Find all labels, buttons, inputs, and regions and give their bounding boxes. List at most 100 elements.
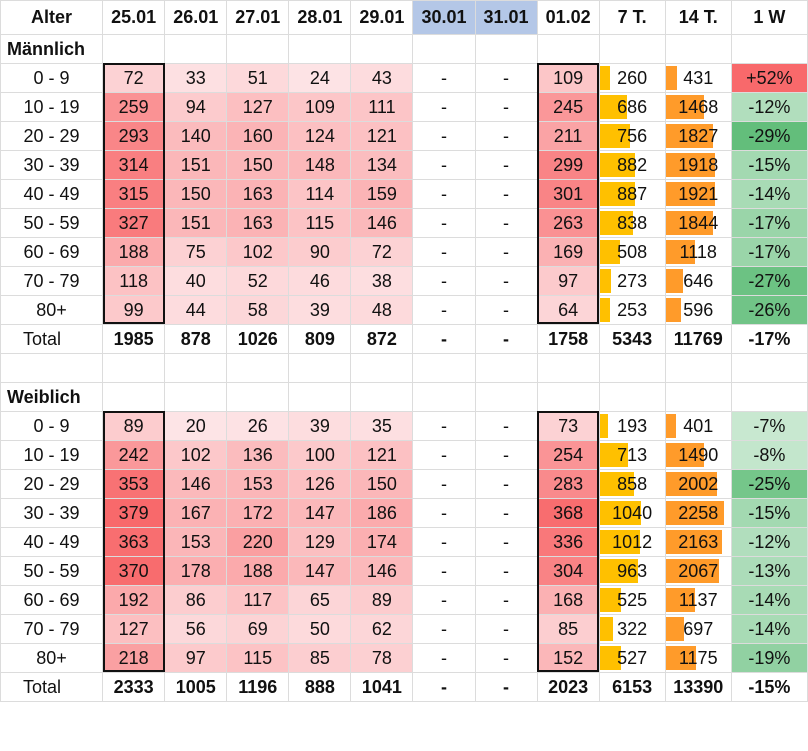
total-day-value: - [474,672,538,702]
total-day-value: - [412,324,476,354]
bar-7t [600,472,634,496]
bar-14t [666,298,681,322]
day-value-cell: - [474,469,538,499]
total-day-value: 809 [288,324,352,354]
total-day-value: 1196 [226,672,290,702]
day-value-cell: 293 [102,121,166,151]
day-value-cell: 39 [288,411,352,441]
day-value-cell: 336 [536,527,600,557]
column-header: 30.01 [412,0,476,35]
value-14t: 401 [683,415,714,436]
day-value-cell: 153 [226,469,290,499]
day-value-cell: 153 [164,527,228,557]
day-value-cell: - [412,585,476,615]
total-1w-value: -15% [730,672,808,702]
empty-cell [350,382,414,412]
bar-7t [600,559,638,583]
bar-cell-7t: 887 [598,179,666,209]
value-7t: 756 [617,125,648,146]
day-value-cell: 46 [288,266,352,296]
day-value-cell: 172 [226,498,290,528]
header-row: Alter 25.01 26.01 27.01 28.01 29.01 30.01 31.01… [0,0,808,35]
bar-7t [600,182,635,206]
day-value-cell: 151 [164,150,228,180]
change-1w-cell: -27% [730,266,808,296]
value-7t: 253 [617,299,648,320]
day-value-cell: 102 [226,237,290,267]
total-row: Total 2333 1005 1196 888 1041- -2023 6153 13390-… [0,672,808,702]
empty-cell [412,353,476,383]
column-header: 1 W [730,0,808,35]
day-value-cell: - [474,614,538,644]
day-value-cell: 50 [288,614,352,644]
change-1w-cell: -25% [730,469,808,499]
day-value-cell: 301 [536,179,600,209]
bar-7t [600,588,621,612]
table-row: 80+ 218 97 115 85 78- -152 527 1175 -19% [0,643,808,673]
bar-14t [666,124,713,148]
bar-7t [600,66,610,90]
bar-7t [600,211,633,235]
bar-cell-7t: 1012 [598,527,666,557]
day-value-cell: 90 [288,237,352,267]
empty-cell [164,382,228,412]
day-value-cell: 178 [164,556,228,586]
total-14t-value: 13390 [664,672,732,702]
day-value-cell: 44 [164,295,228,325]
bar-cell-14t: 1490 [664,440,732,470]
table-row: 20 - 29 353 146 153 126 150- -283 858 2002 -25% [0,469,808,499]
change-1w-cell: -13% [730,556,808,586]
column-header: 25.01 [102,0,166,35]
age-label: 40 - 49 [0,527,104,557]
day-value-cell: 121 [350,440,414,470]
bar-cell-14t: 596 [664,295,732,325]
day-value-cell: - [412,440,476,470]
day-value-cell: - [474,411,538,441]
bar-cell-14t: 1921 [664,179,732,209]
bar-14t [666,646,696,670]
day-value-cell: 245 [536,92,600,122]
day-value-cell: 146 [164,469,228,499]
column-header: 7 T. [598,0,666,35]
table-row: 60 - 69 188 75 102 90 72- -169 508 1118 -17% [0,237,808,267]
day-value-cell: - [412,295,476,325]
empty-cell [288,353,352,383]
table-row: 30 - 39 314 151 150 148 134- -299 882 1918 -15% [0,150,808,180]
day-value-cell: 188 [102,237,166,267]
day-value-cell: 147 [288,556,352,586]
day-value-cell: - [474,643,538,673]
empty-cell [412,34,476,64]
age-label: 80+ [0,643,104,673]
value-14t: 1137 [678,589,718,610]
day-value-cell: 363 [102,527,166,557]
bar-cell-14t: 1844 [664,208,732,238]
bar-cell-7t: 713 [598,440,666,470]
day-value-cell: 174 [350,527,414,557]
day-value-cell: - [412,614,476,644]
total-7t-value: 5343 [598,324,666,354]
total-day-value: - [474,324,538,354]
column-header: 28.01 [288,0,352,35]
day-value-cell: 85 [536,614,600,644]
empty-cell [0,353,104,383]
value-7t: 525 [617,589,648,610]
value-7t: 273 [617,270,648,291]
day-value-cell: 368 [536,498,600,528]
day-value-cell: 121 [350,121,414,151]
bar-14t [666,95,704,119]
empty-cell [730,34,808,64]
change-1w-cell: -7% [730,411,808,441]
day-value-cell: 146 [350,556,414,586]
empty-cell [664,34,732,64]
total-day-value: 878 [164,324,228,354]
column-header: 29.01 [350,0,414,35]
bar-7t [600,501,641,525]
table-row: 20 - 29 293 140 160 124 121- -211 756 1827 -29% [0,121,808,151]
day-value-cell: 259 [102,92,166,122]
day-value-cell: 140 [164,121,228,151]
value-14t: 2002 [678,473,719,494]
age-label: 40 - 49 [0,179,104,209]
day-value-cell: 159 [350,179,414,209]
bar-7t [600,124,630,148]
